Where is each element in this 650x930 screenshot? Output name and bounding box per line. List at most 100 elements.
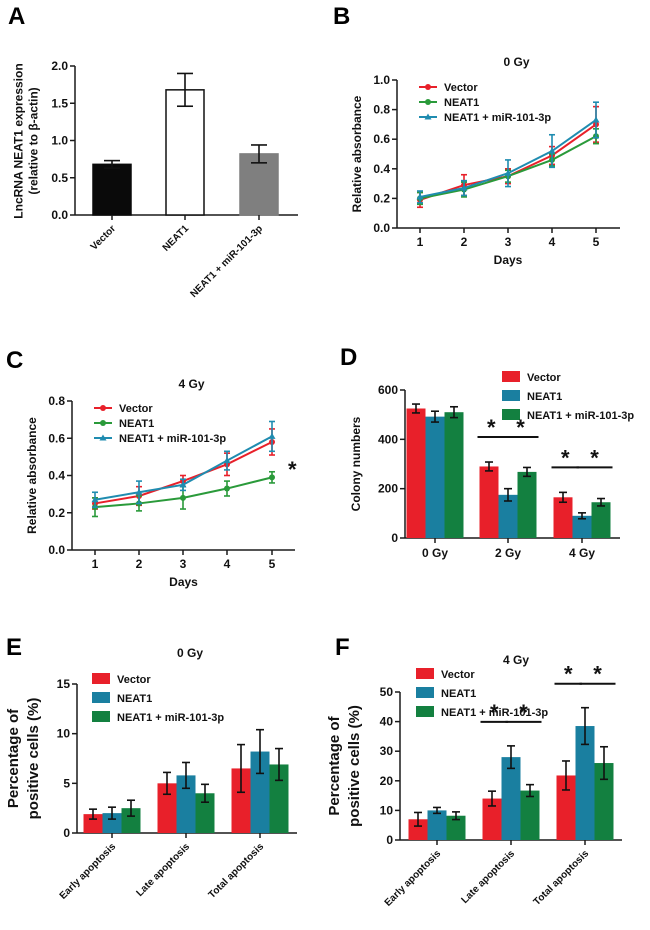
chart-title: 0 Gy (503, 55, 529, 69)
y-tick-label: 1.0 (51, 134, 68, 148)
x-tick-label: 2 Gy (495, 546, 521, 560)
legend-label: NEAT1 (441, 688, 476, 700)
bar (250, 751, 270, 833)
y-tick-label: 40 (380, 715, 394, 729)
bar (83, 814, 103, 833)
x-tick-label: 4 (549, 235, 556, 249)
bar (165, 89, 205, 216)
bar (157, 783, 177, 833)
legend-label: NEAT1 + miR-101-3p (444, 112, 551, 124)
x-tick-label: 5 (593, 235, 600, 249)
y-tick-label: 0.2 (48, 506, 65, 520)
y-tick-label: 30 (380, 744, 394, 758)
panel-c: C 4 Gy 0.0 0.2 0.4 0.6 0.8 1 2 3 4 5 Days Relative ab… (6, 347, 297, 589)
y-tick-label: 1.0 (373, 73, 390, 87)
bar (520, 790, 540, 840)
bar (572, 515, 592, 538)
significance-star: * (593, 662, 602, 687)
data-point (224, 485, 230, 492)
panel-a: A 0.0 0.5 1.0 1.5 2.0 LncRNA NEAT1 expression(… (8, 3, 298, 300)
bar (102, 813, 122, 833)
y-tick-label: 15 (57, 677, 71, 691)
bar (591, 502, 611, 538)
legend-label: NEAT1 + miR-101-3p (119, 433, 226, 445)
x-tick-label: Total apoptosis (532, 848, 592, 908)
y-axis-title: LncRNA NEAT1 expression (12, 63, 26, 218)
y-axis-title: Relative absorbance (25, 417, 39, 534)
x-tick-label: Late apoptosis (459, 848, 517, 906)
bar (446, 815, 466, 840)
x-tick-label: 2 (136, 557, 143, 571)
bar (479, 466, 499, 538)
bar (408, 819, 428, 840)
y-tick-label: 0.5 (51, 171, 68, 185)
chart-title: 0 Gy (177, 646, 203, 660)
y-axis-title: (relative to β-actin) (27, 87, 41, 194)
x-tick-label: 1 (92, 557, 99, 571)
x-axis-title: Days (169, 575, 198, 589)
panel-letter-e: E (6, 634, 22, 661)
legend-label: NEAT1 (527, 391, 562, 403)
legend-swatch (92, 711, 110, 722)
y-tick-label: 10 (57, 727, 71, 741)
data-point (179, 481, 187, 488)
significance-star: * (490, 700, 499, 725)
bar (498, 494, 518, 538)
legend-swatch (92, 673, 110, 684)
x-tick-label: Total apoptosis (207, 841, 267, 901)
significance-star: * (590, 445, 599, 470)
data-point (269, 474, 275, 481)
bar (594, 763, 614, 840)
x-tick-label: 0 Gy (422, 546, 448, 560)
bar (269, 764, 289, 833)
legend-label: Vector (117, 674, 151, 686)
legend-label: Vector (119, 403, 153, 415)
y-tick-label: 0.8 (373, 103, 390, 117)
y-tick-label: 0 (391, 531, 398, 545)
y-tick-label: 0.6 (373, 132, 390, 146)
x-tick-label: 4 Gy (569, 546, 595, 560)
y-tick-label: 0 (63, 826, 70, 840)
legend-swatch (92, 692, 110, 703)
legend-label: Vector (441, 669, 475, 681)
bar (425, 416, 445, 538)
legend-marker (424, 113, 432, 120)
y-tick-label: 400 (378, 432, 398, 446)
bar (575, 726, 595, 840)
x-tick-label: 1 (417, 235, 424, 249)
data-point (416, 193, 424, 200)
chart-title: 4 Gy (178, 377, 204, 391)
data-point (592, 116, 600, 123)
y-axis-title: Percentage of (5, 708, 22, 808)
chart-title: 4 Gy (503, 653, 529, 667)
x-tick-label: 4 (224, 557, 231, 571)
legend-label: NEAT1 + miR-101-3p (441, 707, 548, 719)
legend-swatch (502, 409, 520, 420)
legend-marker (100, 405, 106, 411)
x-axis-title: Days (494, 253, 523, 267)
bar (553, 497, 573, 538)
panel-f: F 4 Gy 0 10 20 30 40 50 Percentage of positive ce… (326, 634, 622, 909)
bar (517, 471, 537, 538)
legend-swatch (416, 687, 434, 698)
y-tick-label: 0.0 (373, 221, 390, 235)
legend-label: NEAT1 (444, 97, 479, 109)
bar (406, 408, 426, 538)
x-tick-label: NEAT1 + miR-101-3p (189, 223, 266, 300)
legend-marker (100, 420, 106, 426)
bar (231, 768, 251, 833)
legend-label: NEAT1 + miR-101-3p (117, 712, 224, 724)
panel-d: D 0 200 400 600 Colony numbers 0 Gy 2 Gy 4 Gy Vec… (340, 344, 634, 560)
y-tick-label: 0.4 (373, 162, 390, 176)
y-tick-label: 0.8 (48, 394, 65, 408)
legend-marker (425, 84, 431, 90)
data-point (223, 457, 231, 464)
y-tick-label: 50 (380, 685, 394, 699)
y-tick-label: 600 (378, 383, 398, 397)
bar (556, 775, 576, 840)
y-tick-label: 0.0 (48, 543, 65, 557)
bar (239, 153, 279, 216)
legend-swatch (502, 390, 520, 401)
bar (482, 798, 502, 840)
panel-letter-b: B (333, 3, 350, 30)
